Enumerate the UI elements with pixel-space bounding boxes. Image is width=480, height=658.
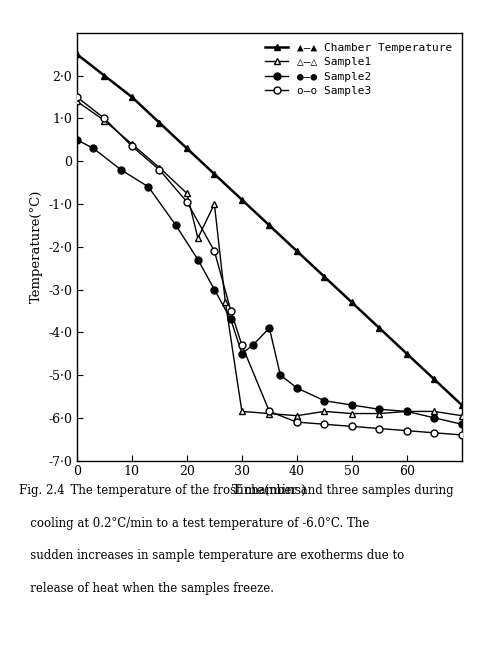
Text: sudden increases in sample temperature are exotherms due to: sudden increases in sample temperature a… [19, 549, 404, 563]
Text: release of heat when the samples freeze.: release of heat when the samples freeze. [19, 582, 274, 595]
Y-axis label: Temperature(°C): Temperature(°C) [29, 190, 42, 303]
Legend: ▲–▲ Chamber Temperature, △–△ Sample1, ●–● Sample2, o–o Sample3: ▲–▲ Chamber Temperature, △–△ Sample1, ●–… [261, 38, 455, 101]
Text: The temperature of the frost chamber and three samples during: The temperature of the frost chamber and… [62, 484, 452, 497]
X-axis label: Time(mins): Time(mins) [231, 484, 306, 497]
Text: Fig. 2.4: Fig. 2.4 [19, 484, 65, 497]
Text: cooling at 0.2°C/min to a test temperature of -6.0°C. The: cooling at 0.2°C/min to a test temperatu… [19, 517, 369, 530]
